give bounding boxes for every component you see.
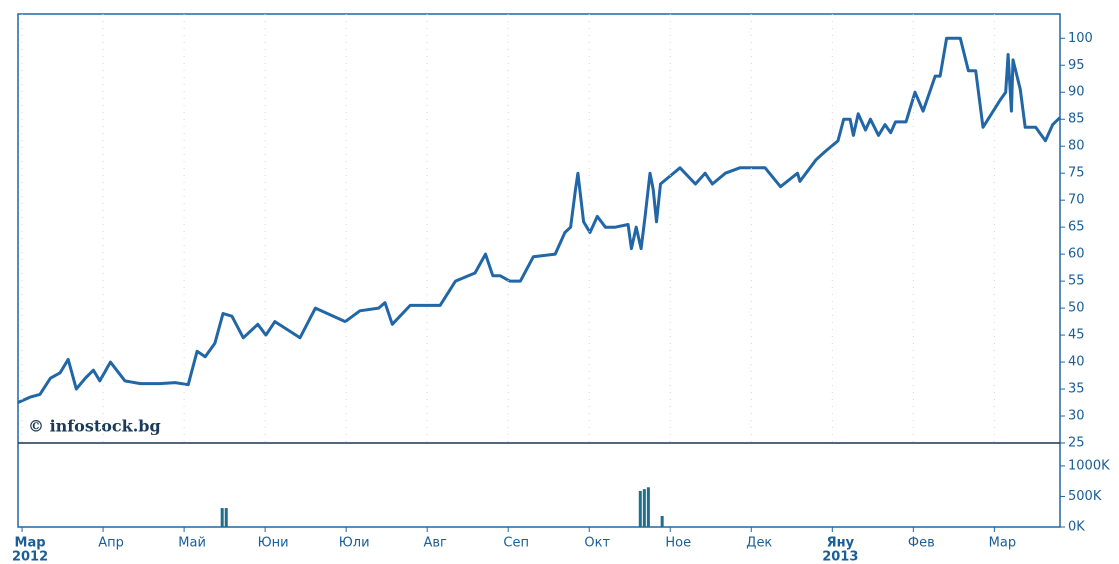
y-tick-label: 40 — [1068, 355, 1085, 370]
x-tick-label: Юни — [258, 536, 289, 551]
y-tick-label: 25 — [1068, 436, 1085, 451]
y-tick-label: 55 — [1068, 274, 1085, 289]
y-tick-label: 65 — [1068, 220, 1085, 235]
price-line — [17, 36, 1062, 404]
y-tick-label: 75 — [1068, 166, 1085, 181]
year-label: 2013 — [822, 550, 858, 564]
y-tick-label: 0K — [1068, 520, 1085, 535]
frame — [17, 13, 1061, 528]
volume-bar — [638, 490, 642, 527]
volume-bar — [660, 516, 664, 527]
x-tick-label: Юли — [339, 536, 370, 551]
y-tick-label: 45 — [1068, 328, 1085, 343]
y-tick-label: 50 — [1068, 301, 1085, 316]
x-tick-label: Апр — [98, 536, 124, 551]
volume-bar — [646, 487, 650, 527]
y-tick-label: 85 — [1068, 112, 1085, 127]
y-tick-label: 35 — [1068, 382, 1085, 397]
y-tick-label: 95 — [1068, 58, 1085, 73]
y-tick-label: 1000K — [1068, 458, 1110, 473]
x-tick-label: Фев — [908, 536, 935, 551]
y-tick-label: 70 — [1068, 193, 1085, 208]
watermark: © infostock.bg — [28, 417, 161, 436]
year-label: 2012 — [12, 550, 48, 564]
x-tick-label: Дек — [746, 536, 772, 551]
x-tick-label: Окт — [584, 536, 610, 551]
volume-bar — [220, 508, 224, 527]
x-tick-label: Мар — [989, 536, 1016, 551]
volume-bar — [224, 508, 228, 527]
x-tick-label: Яну — [827, 536, 855, 551]
x-tick-label: Сеп — [503, 536, 529, 551]
x-tick-label: Май — [178, 536, 206, 551]
y-tick-label: 30 — [1068, 409, 1085, 424]
x-tick-label: Авг — [423, 536, 447, 551]
volume-bar — [642, 489, 646, 527]
y-tick-label: 60 — [1068, 247, 1085, 262]
y-tick-label: 80 — [1068, 139, 1085, 154]
y-tick-label: 100 — [1068, 31, 1093, 46]
y-tick-label: 500K — [1068, 489, 1102, 504]
y-tick-label: 90 — [1068, 85, 1085, 100]
x-tick-label: Ное — [665, 536, 691, 551]
x-tick-label: Мар — [15, 536, 46, 551]
